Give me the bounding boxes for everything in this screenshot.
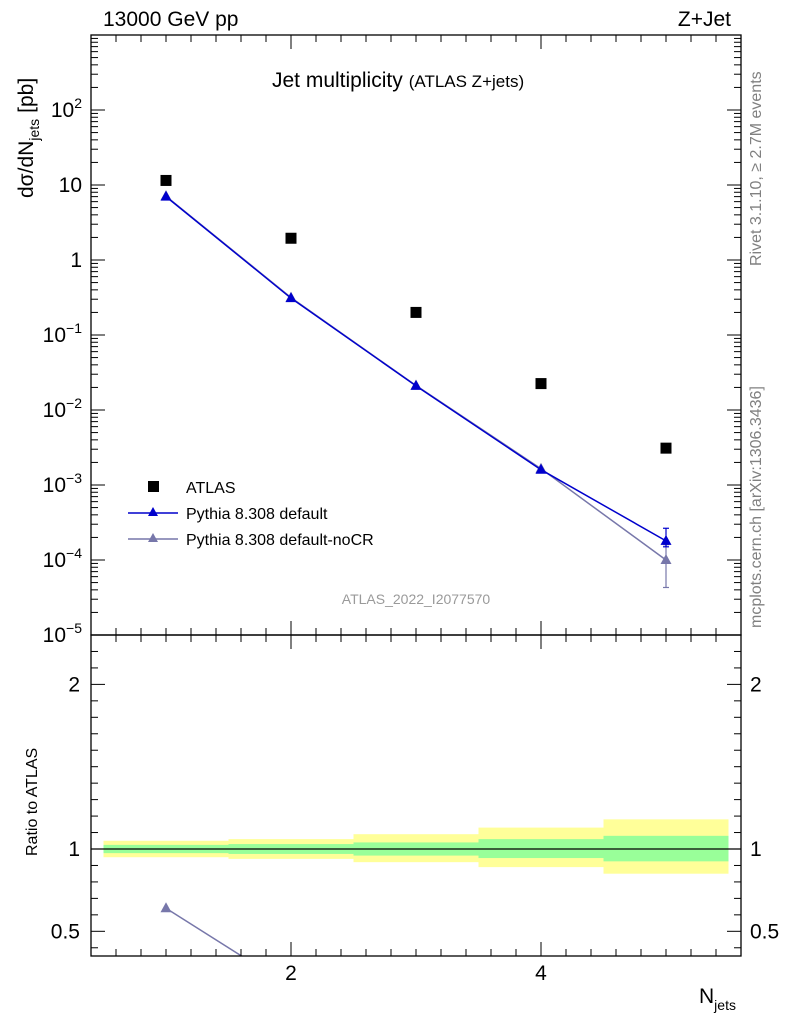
data-point-pythia-default [535,463,547,474]
legend: ATLAS Pythia 8.308 default Pythia 8.308 … [128,480,374,549]
x-axis-label: Njets [699,985,736,1013]
y-tick-label-base: 10 [43,474,66,497]
legend-entry-pythia-nocr: Pythia 8.308 default-noCR [128,532,374,549]
y-tick-label-base: 10 [43,324,66,347]
x-axis-label-sub: jets [713,997,736,1013]
y-tick-label: 10−2 [43,395,83,422]
data-point-pythia-default [285,292,297,303]
y-tick-label-base: 10 [43,624,66,647]
legend-marker-pythia-nocr [148,533,158,542]
ratio-tick-label-right: 1 [750,838,762,861]
main-x-axis [115,35,717,635]
ratio-tick-label-right: 2 [750,673,762,696]
y-axis-label-unit: [pb] [15,78,38,113]
y-tick-label-exp: −1 [66,320,82,336]
legend-label-pythia-nocr: Pythia 8.308 default-noCR [186,532,374,549]
y-tick-label-base: 1 [70,249,82,272]
y-axis-label: dσ/dNjets [pb] [15,78,42,198]
legend-label-atlas: ATLAS [186,480,236,497]
ratio-tick-label-left: 0.5 [51,920,80,943]
ratio-frame [90,634,742,957]
mcplots-label: mcplots.cern.ch [arXiv:1306.3436] [748,386,765,628]
y-tick-label: 10−1 [43,320,83,347]
x-tick-label: 4 [535,962,547,985]
legend-marker-atlas [148,481,159,492]
data-point-atlas [535,378,547,390]
data-point-pythia-nocr [660,554,672,564]
y-tick-label-exp: 2 [74,95,82,111]
ratio-series-clipped [160,902,243,956]
y-tick-label-base: 10 [59,174,82,197]
analysis-watermark: ATLAS_2022_I2077570 [342,591,491,607]
ratio-point [160,902,172,913]
data-point-pythia-default [410,379,422,390]
y-tick-label: 1 [70,249,82,272]
chart-subtitle: (ATLAS Z+jets) [409,72,524,91]
ratio-line [165,907,243,956]
y-tick-label: 10 [59,174,82,197]
x-tick-label: 2 [285,962,297,985]
data-point-pythia-default [160,190,172,201]
rivet-label: Rivet 3.1.10, ≥ 2.7M events [748,71,765,266]
legend-entry-atlas: ATLAS [148,480,236,497]
y-axis-label-main: dσ/dN [15,141,38,198]
y-tick-label: 10−5 [43,620,83,647]
series-line-pythia-default [165,196,667,542]
y-tick-label-base: 10 [43,399,66,422]
process-label: Z+Jet [678,8,731,31]
ratio-tick-label-left: 2 [68,673,80,696]
legend-label-pythia-default: Pythia 8.308 default [186,506,328,523]
chart-title-main: Jet multiplicity [272,69,403,92]
y-tick-label: 10−3 [43,470,83,497]
y-tick-label: 10−4 [43,545,83,572]
ratio-y-axis: 0.5 0.5 1 1 2 2 [51,650,779,949]
data-point-atlas [160,174,172,186]
chart-title: Jet multiplicity (ATLAS Z+jets) [272,69,524,92]
data-point-atlas [285,232,297,244]
y-tick-label-base: 10 [43,549,66,572]
legend-entry-pythia-default: Pythia 8.308 default [128,506,328,523]
data-point-pythia-default [660,534,672,545]
ratio-uncertainty-bands [103,819,729,874]
ratio-series [160,902,243,956]
energy-label: 13000 GeV pp [103,8,238,31]
y-tick-label-exp: −3 [66,470,82,486]
y-tick-label: 102 [51,95,82,122]
ratio-tick-label-left: 1 [68,838,80,861]
data-point-atlas [660,442,672,454]
x-axis-label-main: N [699,985,714,1008]
legend-marker-pythia-default [148,507,158,516]
y-tick-label-exp: −4 [66,545,82,561]
ratio-tick-label-right: 0.5 [750,920,779,943]
y-tick-label-base: 10 [51,99,74,122]
y-tick-label-exp: −5 [66,620,82,636]
ratio-y-axis-label: Ratio to ATLAS [24,748,41,856]
y-axis-label-sub: jets [26,119,42,142]
main-series [160,174,672,589]
y-tick-label-exp: −2 [66,395,82,411]
data-point-atlas [410,306,422,318]
